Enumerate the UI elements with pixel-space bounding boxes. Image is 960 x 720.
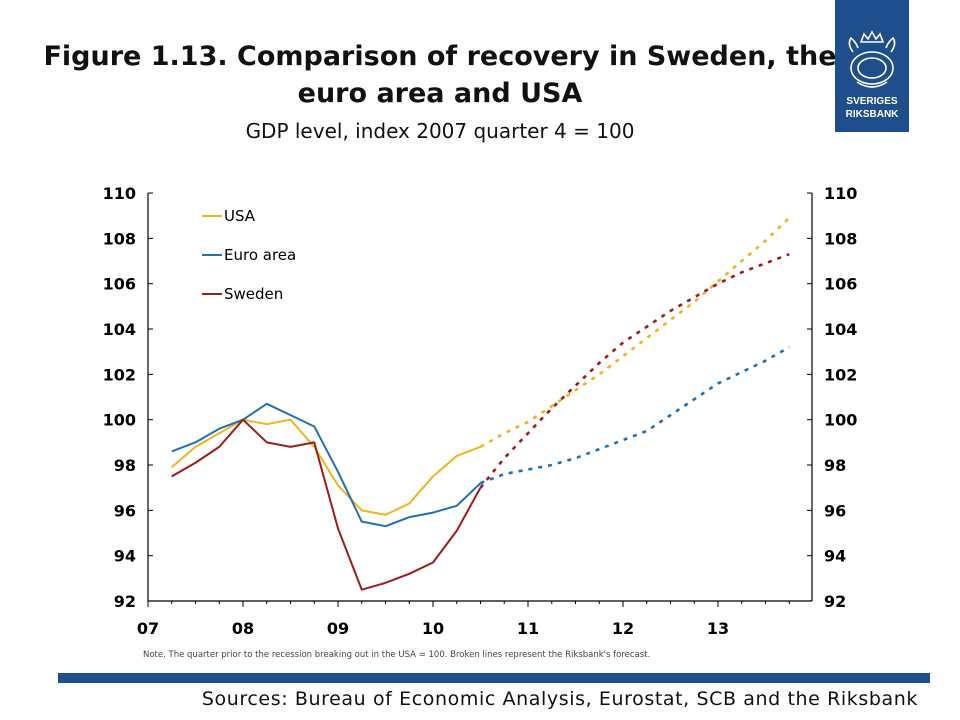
chart-note: Note. The quarter prior to the recession…: [143, 650, 651, 660]
y-tick-label-right: 96: [824, 501, 846, 520]
y-tick-label-left: 98: [114, 456, 136, 475]
sources-text: Sources: Bureau of Economic Analysis, Eu…: [201, 688, 918, 710]
y-tick-label-right: 94: [824, 547, 846, 566]
y-tick-label-left: 108: [103, 229, 136, 248]
y-tick-label-left: 94: [114, 547, 136, 566]
y-tick-label-right: 104: [824, 320, 857, 339]
series-line-sweden: [171, 418, 482, 591]
series-forecast-sweden: [479, 252, 790, 489]
x-tick-label: 07: [137, 619, 159, 638]
riksbank-logo: SVERIGES RIKSBANK: [835, 0, 909, 132]
chart-subtitle: GDP level, index 2007 quarter 4 = 100: [245, 119, 635, 143]
y-tick-label-left: 106: [103, 275, 136, 294]
y-tick-label-left: 102: [103, 365, 136, 384]
y-tick-label-right: 108: [824, 229, 857, 248]
x-tick-label: 12: [612, 619, 634, 638]
legend-label-usa: USA: [224, 207, 256, 225]
x-tick-label: 13: [707, 619, 729, 638]
series-forecast-euro-area: [480, 346, 790, 485]
x-tick-label: 08: [232, 619, 254, 638]
y-tick-label-right: 98: [824, 456, 846, 475]
logo-text-line1: SVERIGES: [846, 96, 897, 107]
y-tick-label-right: 106: [824, 275, 857, 294]
footer-bar: [58, 673, 930, 683]
x-tick-label: 09: [327, 619, 349, 638]
y-tick-label-right: 110: [824, 184, 857, 203]
y-tick-label-left: 104: [103, 320, 136, 339]
chart-title: Figure 1.13. Comparison of recovery in S…: [43, 41, 837, 109]
series-line-usa: [171, 418, 481, 516]
y-tick-label-left: 100: [103, 411, 136, 430]
x-tick-label: 11: [517, 619, 539, 638]
series-forecast-usa: [479, 216, 791, 448]
crown-emblem-icon: [848, 30, 896, 88]
y-tick-label-right: 102: [824, 365, 857, 384]
y-tick-label-left: 92: [114, 592, 136, 611]
y-tick-label-right: 92: [824, 592, 846, 611]
series-line-euro-area: [171, 402, 482, 528]
y-tick-label-right: 100: [824, 411, 857, 430]
legend-label-sweden: Sweden: [224, 285, 283, 303]
y-tick-label-left: 110: [103, 184, 136, 203]
logo-text-line2: RIKSBANK: [846, 109, 900, 120]
y-tick-label-left: 96: [114, 501, 136, 520]
x-tick-label: 10: [422, 619, 444, 638]
legend-label-euro-area: Euro area: [224, 246, 296, 264]
